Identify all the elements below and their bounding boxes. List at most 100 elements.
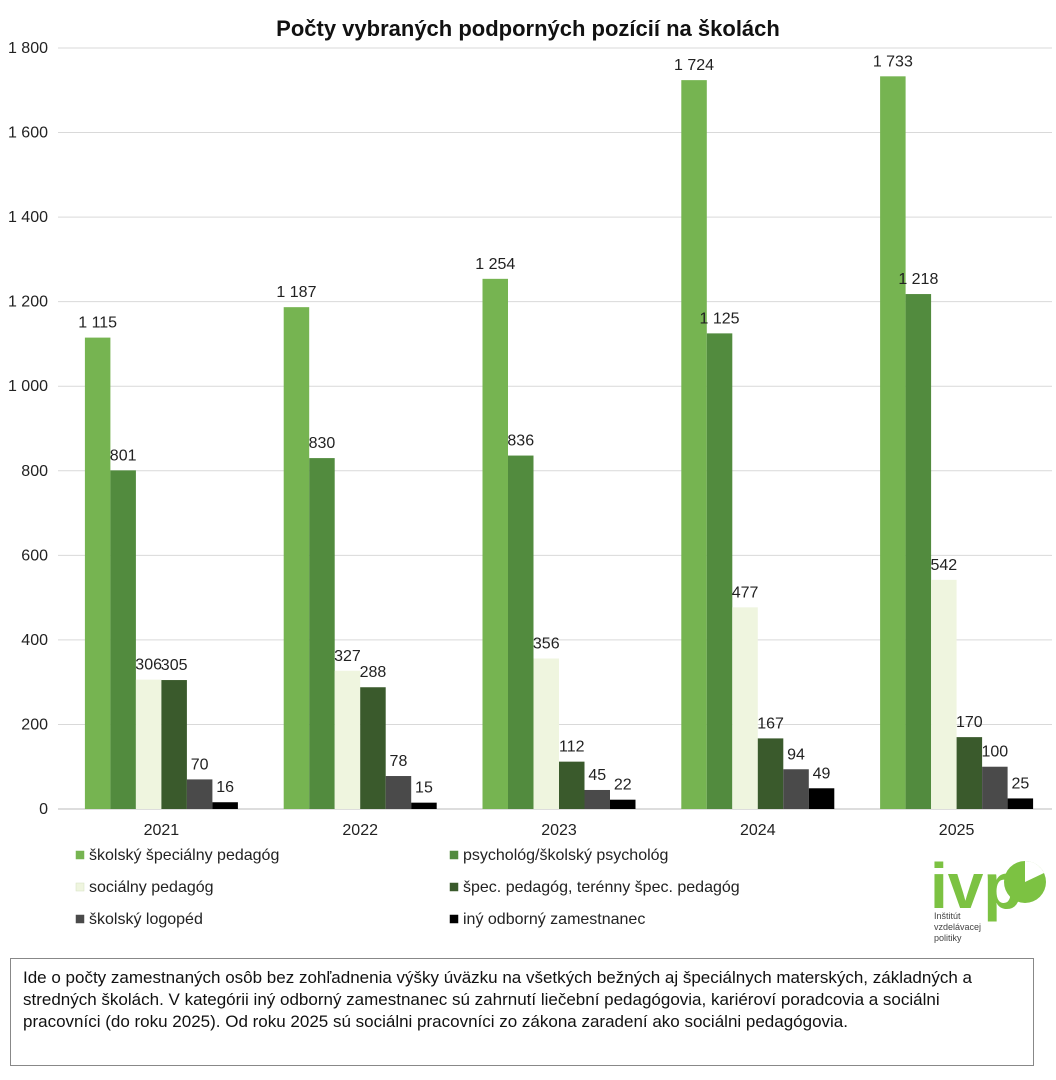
data-label: 167 xyxy=(757,715,784,732)
y-tick-label: 1 800 xyxy=(8,40,48,57)
bar xyxy=(385,776,412,809)
bar xyxy=(309,458,335,809)
data-label: 70 xyxy=(191,756,209,773)
x-axis-ticks: 2021 2022 2023 2024 2025 xyxy=(144,822,975,839)
logo-line-3: politiky xyxy=(934,933,962,943)
data-label: 1 733 xyxy=(873,53,913,70)
bar xyxy=(880,76,906,809)
data-label: 78 xyxy=(390,753,408,770)
bar xyxy=(360,687,386,809)
legend-label: špec. pedagóg, terénny špec. pedagóg xyxy=(463,879,740,896)
bar xyxy=(212,802,238,809)
grid-lines xyxy=(58,47,1052,810)
bar xyxy=(732,607,758,809)
bar xyxy=(956,737,983,809)
data-label: 1 218 xyxy=(898,271,938,288)
legend-swatch xyxy=(75,882,85,892)
legend-swatch xyxy=(75,850,85,860)
x-tick-label: 2024 xyxy=(740,822,776,839)
data-label: 801 xyxy=(110,447,137,464)
logo-pie-icon xyxy=(1004,860,1046,903)
data-label: 1 125 xyxy=(700,310,740,327)
legend: školský špeciálny pedagóg psychológ/škols… xyxy=(75,847,740,928)
legend-swatch xyxy=(449,882,459,892)
data-label: 25 xyxy=(1011,775,1029,792)
data-label: 1 724 xyxy=(674,57,714,74)
y-tick-label: 400 xyxy=(21,632,48,649)
bar xyxy=(84,337,111,809)
y-tick-label: 0 xyxy=(39,801,48,818)
data-label: 542 xyxy=(930,557,957,574)
legend-swatch xyxy=(449,914,459,924)
x-tick-label: 2025 xyxy=(939,822,975,839)
x-tick-label: 2023 xyxy=(541,822,577,839)
x-tick-label: 2021 xyxy=(144,822,180,839)
data-label: 170 xyxy=(956,714,983,731)
data-label: 306 xyxy=(135,657,162,674)
data-label: 305 xyxy=(161,657,188,674)
bar xyxy=(1007,798,1034,809)
bar xyxy=(982,766,1008,809)
bar xyxy=(808,788,835,809)
bar xyxy=(931,579,957,809)
y-tick-label: 1 600 xyxy=(8,125,48,142)
data-label: 1 254 xyxy=(475,256,515,273)
bar xyxy=(905,294,932,810)
bar xyxy=(135,679,162,809)
bar xyxy=(283,307,310,809)
legend-swatch xyxy=(75,914,85,924)
bar xyxy=(706,333,733,809)
y-tick-label: 1 400 xyxy=(8,209,48,226)
y-tick-label: 1 200 xyxy=(8,294,48,311)
data-label: 836 xyxy=(507,433,534,450)
bars xyxy=(84,76,1034,810)
legend-label: psychológ/školský psychológ xyxy=(463,847,668,864)
data-label: 1 115 xyxy=(78,315,117,332)
y-tick-label: 600 xyxy=(21,547,48,564)
legend-label: sociálny pedagóg xyxy=(89,879,214,896)
data-label: 356 xyxy=(533,635,560,652)
data-label: 22 xyxy=(614,777,632,794)
legend-label: školský logopéd xyxy=(89,911,203,928)
chart-title: Počty vybraných podporných pozícií na šk… xyxy=(276,16,780,41)
bar xyxy=(559,761,585,809)
bar xyxy=(533,658,559,809)
data-label: 327 xyxy=(334,648,361,665)
y-tick-label: 1 000 xyxy=(8,378,48,395)
bar xyxy=(610,799,636,809)
logo-line-2: vzdelávacej xyxy=(934,922,981,932)
data-label: 94 xyxy=(787,746,805,763)
bar xyxy=(334,670,361,809)
bar xyxy=(110,470,136,809)
legend-label: iný odborný zamestnanec xyxy=(463,911,645,928)
y-axis-ticks: 0 200 400 600 800 1 000 1 200 1 400 1 600 1 800 xyxy=(8,40,48,818)
data-label: 15 xyxy=(415,780,433,797)
y-tick-label: 200 xyxy=(21,716,48,733)
data-label: 830 xyxy=(309,435,336,452)
data-label: 288 xyxy=(360,664,387,681)
bar xyxy=(783,769,809,809)
legend-swatch xyxy=(449,850,459,860)
bar xyxy=(584,789,610,809)
legend-label: školský špeciálny pedagóg xyxy=(89,847,279,864)
y-tick-label: 800 xyxy=(21,463,48,480)
data-label: 16 xyxy=(216,779,234,796)
bar xyxy=(482,278,508,809)
bar xyxy=(508,455,534,809)
ivp-logo: ivp Inštitút vzdelávacej politiky xyxy=(930,850,1046,943)
bar-chart: Počty vybraných podporných pozícií na šk… xyxy=(8,16,1052,943)
bar xyxy=(186,779,213,809)
bar xyxy=(411,802,437,809)
data-label: 45 xyxy=(588,767,606,784)
data-label: 112 xyxy=(559,739,585,756)
logo-line-1: Inštitút xyxy=(934,911,961,921)
bar xyxy=(161,680,187,809)
data-label: 49 xyxy=(813,765,831,782)
bar xyxy=(757,738,784,809)
data-label: 1 187 xyxy=(276,284,316,301)
bar xyxy=(681,80,707,810)
data-label: 477 xyxy=(732,584,759,601)
data-label: 100 xyxy=(981,744,1008,761)
note-box: Ide o počty zamestnaných osôb bez zohľad… xyxy=(10,958,1034,1066)
